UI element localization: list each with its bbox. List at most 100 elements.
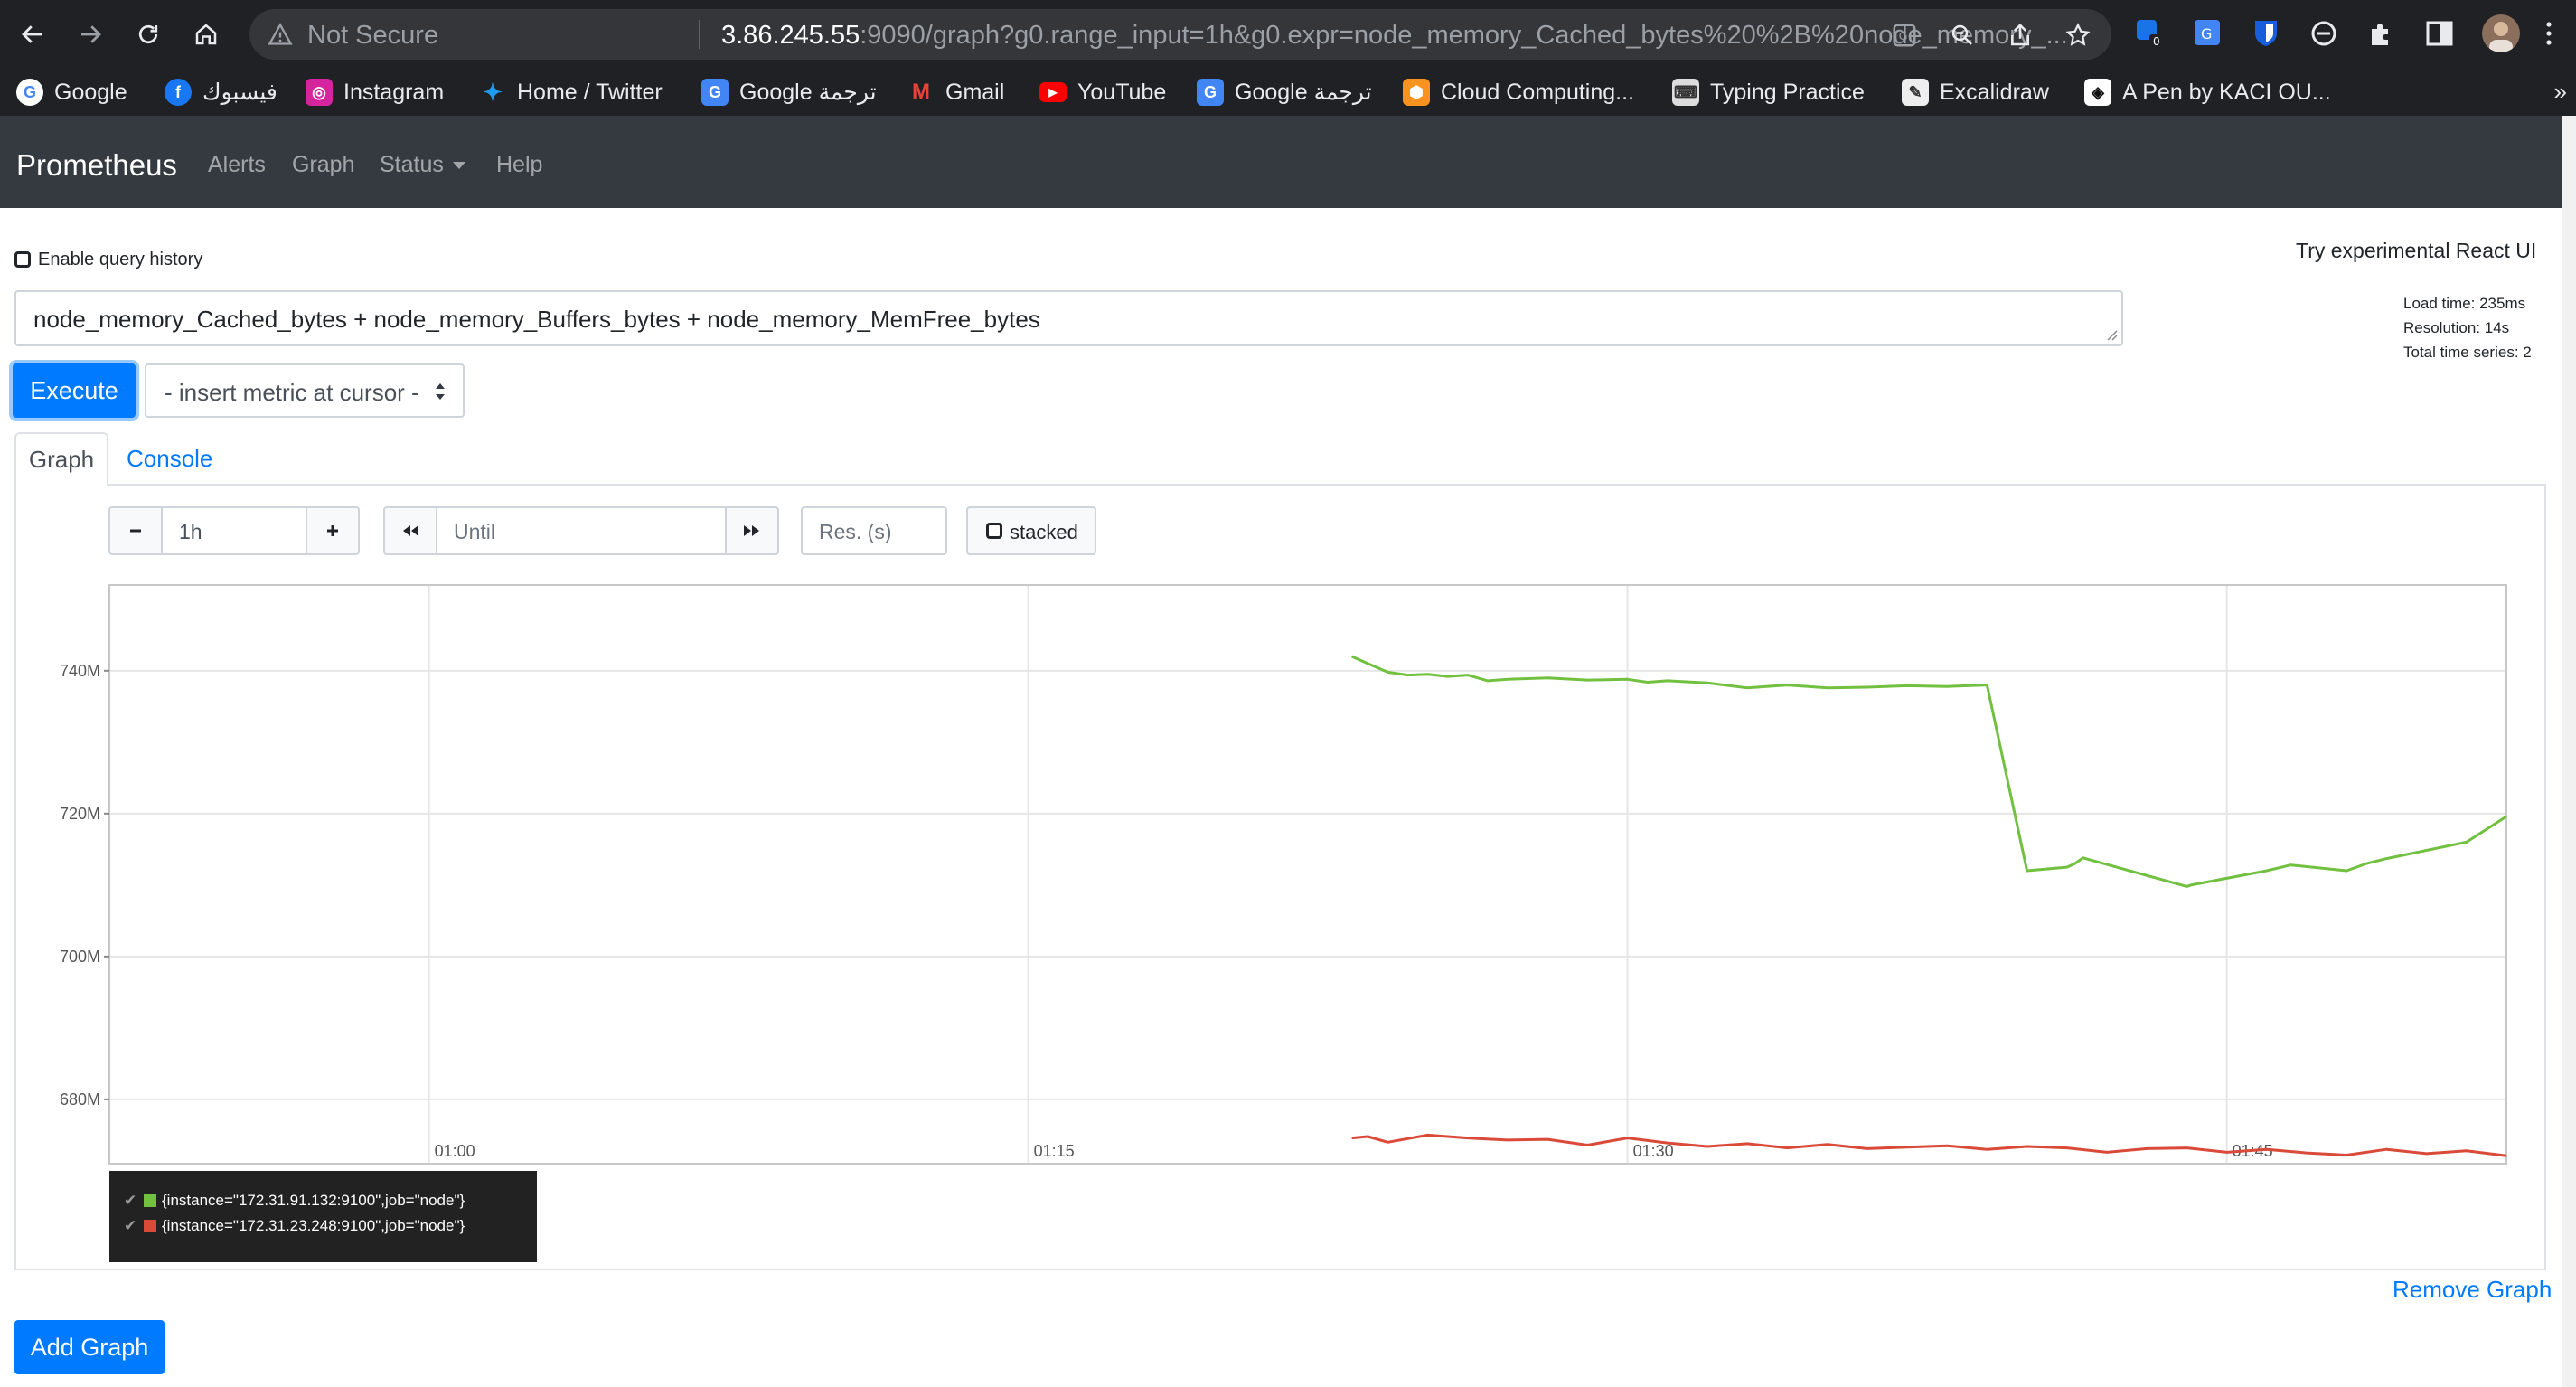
home-icon[interactable] xyxy=(184,13,228,56)
check-icon: ✔ xyxy=(124,1217,137,1234)
x-tick-label: 01:30 xyxy=(1633,1142,1674,1160)
stacked-label: stacked xyxy=(1010,521,1078,543)
tab-console[interactable]: Console xyxy=(127,445,213,472)
translate-extension-icon[interactable]: G xyxy=(2193,18,2223,49)
legend-swatch xyxy=(144,1194,156,1207)
x-tick-label: 01:00 xyxy=(435,1142,475,1160)
resolution-input[interactable]: Res. (s) xyxy=(801,506,947,555)
until-input[interactable]: Until xyxy=(436,506,727,555)
zoom-icon[interactable] xyxy=(1949,22,1976,49)
y-tick-label: 720M xyxy=(60,805,100,823)
bookmark-codepen[interactable]: ◈ A Pen by KACI OU... xyxy=(2084,76,2331,109)
plus-icon xyxy=(327,525,338,536)
nav-graph[interactable]: Graph xyxy=(292,152,355,177)
bookmark-translate-1[interactable]: G Google ترجمة xyxy=(701,76,877,109)
bookmark-star-icon[interactable] xyxy=(2064,22,2092,49)
back-icon[interactable] xyxy=(11,13,54,56)
divider xyxy=(699,20,700,49)
query-history-checkbox[interactable] xyxy=(14,251,31,268)
insert-metric-select[interactable]: - insert metric at cursor - xyxy=(145,363,465,418)
bookmark-google[interactable]: G Google xyxy=(16,76,127,109)
range-value: 1h xyxy=(179,520,202,543)
until-placeholder: Until xyxy=(454,520,496,543)
share-icon[interactable] xyxy=(2007,22,2034,49)
forward-icon[interactable] xyxy=(69,13,112,56)
range-increase-button[interactable] xyxy=(306,506,360,555)
sync-extension-icon[interactable] xyxy=(2308,18,2339,49)
time-forward-button[interactable] xyxy=(725,506,779,555)
expression-input[interactable]: node_memory_Cached_bytes + node_memory_B… xyxy=(14,290,2123,346)
google-icon: G xyxy=(16,79,43,106)
bookmark-twitter[interactable]: ✦ Home / Twitter xyxy=(479,76,663,109)
series-line-1 xyxy=(1350,655,2507,888)
bookmarks-overflow-icon[interactable]: » xyxy=(2553,78,2567,105)
add-graph-button[interactable]: Add Graph xyxy=(14,1320,165,1374)
bookmark-youtube[interactable]: ▶ YouTube xyxy=(1039,76,1166,109)
legend-item[interactable]: ✔ {instance="172.31.23.248:9100",job="no… xyxy=(124,1214,465,1238)
brand-link[interactable]: Prometheus xyxy=(16,148,177,182)
side-panel-icon[interactable] xyxy=(2424,18,2455,49)
url-path: :9090/graph?g0.range_input=1h&g0.expr=no… xyxy=(860,21,2068,50)
page-scrollbar[interactable] xyxy=(2562,116,2576,1387)
check-icon: ✔ xyxy=(124,1192,137,1209)
resolution-stat: Resolution: 14s xyxy=(2403,319,2510,336)
bookmark-label: YouTube xyxy=(1077,79,1167,105)
y-tick-label: 680M xyxy=(60,1090,100,1109)
svg-text:G: G xyxy=(1899,29,1908,42)
url-text[interactable]: 3.86.245.55:9090/graph?g0.range_input=1h… xyxy=(721,21,2104,51)
select-arrows-icon xyxy=(436,383,445,400)
resize-grip-icon[interactable] xyxy=(2105,328,2118,341)
bookmarks-bar: G Google f فيسبوك ◎ Instagram ✦ Home / T… xyxy=(0,69,2576,116)
nav-alerts[interactable]: Alerts xyxy=(208,152,266,177)
youtube-icon: ▶ xyxy=(1039,82,1067,102)
plot-area xyxy=(108,584,2507,1165)
bookmark-label: Typing Practice xyxy=(1710,79,1865,105)
twitter-icon: ✦ xyxy=(483,78,503,106)
reload-icon[interactable] xyxy=(127,13,170,56)
bookmark-typing-practice[interactable]: ⌨ Typing Practice xyxy=(1672,76,1865,109)
expression-text: node_memory_Cached_bytes + node_memory_B… xyxy=(33,306,1040,333)
codepen-icon: ◈ xyxy=(2084,79,2111,106)
nav-help[interactable]: Help xyxy=(496,152,543,177)
bookmark-label: Google ترجمة xyxy=(739,80,877,105)
legend-swatch xyxy=(144,1220,156,1232)
execute-button[interactable]: Execute xyxy=(13,363,136,418)
bookmark-excalidraw[interactable]: ✎ Excalidraw xyxy=(1902,76,2049,109)
avatar[interactable] xyxy=(2482,14,2520,52)
extension-badge-count: 0 xyxy=(2153,35,2160,48)
nav-status[interactable]: Status xyxy=(380,152,465,178)
svg-text:G: G xyxy=(2201,25,2212,42)
translate-page-icon[interactable]: G xyxy=(1891,22,1918,49)
gmail-icon: M xyxy=(912,80,930,104)
puzzle-icon[interactable] xyxy=(2366,18,2397,49)
bitwarden-icon[interactable] xyxy=(2251,18,2281,49)
caret-down-icon xyxy=(452,162,465,170)
x-axis: 01:00 01:15 01:30 01:45 xyxy=(435,1142,2273,1160)
bookmark-label: A Pen by KACI OU... xyxy=(2122,79,2331,105)
chart-legend: ✔ {instance="172.31.91.132:9100",job="no… xyxy=(109,1171,537,1262)
insert-metric-value: - insert metric at cursor - xyxy=(165,379,419,406)
address-bar[interactable]: Not Secure 3.86.245.55:9090/graph?g0.ran… xyxy=(249,9,2111,60)
fast-forward-icon xyxy=(744,525,759,536)
stacked-toggle[interactable]: stacked xyxy=(966,506,1096,555)
series-line-2 xyxy=(1351,1133,2507,1157)
react-ui-link[interactable]: Try experimental React UI xyxy=(2296,239,2537,262)
bookmark-label: Home / Twitter xyxy=(517,79,663,105)
bookmark-translate-2[interactable]: G Google ترجمة xyxy=(1197,76,1372,109)
bookmark-instagram[interactable]: ◎ Instagram xyxy=(306,76,444,109)
bookmark-gmail[interactable]: M Gmail xyxy=(907,76,1004,109)
tab-graph[interactable]: Graph xyxy=(14,432,108,486)
query-history-label: Enable query history xyxy=(38,250,203,269)
legend-item[interactable]: ✔ {instance="172.31.91.132:9100",job="no… xyxy=(124,1189,465,1212)
extension-badge-icon[interactable]: 0 xyxy=(2135,18,2166,49)
tabs-divider xyxy=(14,484,2546,486)
warning-icon[interactable] xyxy=(268,22,293,47)
resolution-placeholder: Res. (s) xyxy=(819,520,892,543)
remove-graph-link[interactable]: Remove Graph xyxy=(2393,1276,2552,1303)
range-input[interactable]: 1h xyxy=(161,506,307,555)
bookmark-cloud-computing[interactable]: ⬢ Cloud Computing... xyxy=(1403,76,1634,109)
keyboard-icon: ⌨ xyxy=(1672,79,1699,106)
kebab-menu-icon[interactable] xyxy=(2538,18,2560,49)
bookmark-facebook[interactable]: f فيسبوك xyxy=(165,76,277,109)
